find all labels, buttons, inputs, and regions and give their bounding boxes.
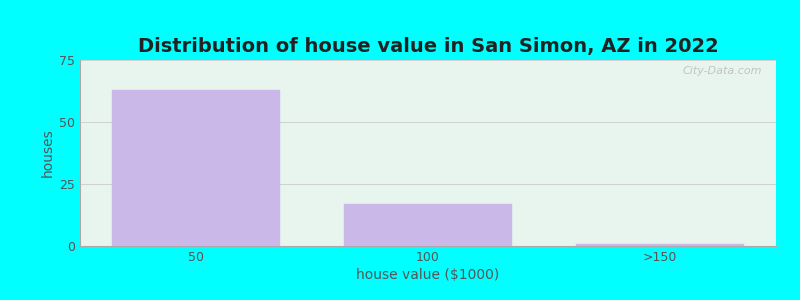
Text: City-Data.com: City-Data.com — [682, 66, 762, 76]
Y-axis label: houses: houses — [41, 129, 55, 177]
Title: Distribution of house value in San Simon, AZ in 2022: Distribution of house value in San Simon… — [138, 37, 718, 56]
Bar — [345, 204, 511, 246]
Bar — [113, 90, 279, 246]
X-axis label: house value ($1000): house value ($1000) — [356, 268, 500, 282]
Bar — [577, 244, 743, 246]
